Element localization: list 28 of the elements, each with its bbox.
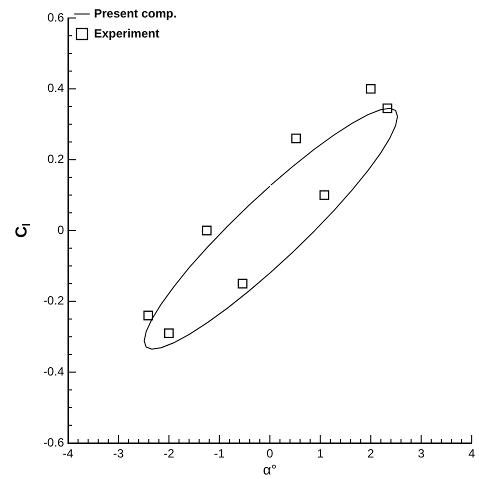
point <box>382 103 392 114</box>
y-axis-title: Cl <box>13 223 34 238</box>
point <box>366 84 376 94</box>
x-tick-label: 2 <box>367 446 374 461</box>
x-axis-title: α° <box>262 461 277 478</box>
x-tick-label: -2 <box>164 446 175 461</box>
y-tick-label: 0.6 <box>47 10 64 24</box>
point <box>164 328 174 338</box>
point <box>291 134 301 144</box>
y-tick-label: -0.2 <box>43 294 64 308</box>
y-tick-label: -0.4 <box>43 364 64 378</box>
legend-label: Experiment <box>94 26 160 40</box>
point <box>143 310 154 320</box>
point <box>238 278 248 288</box>
point <box>202 226 212 236</box>
x-tick-label: -3 <box>113 446 124 461</box>
legend-label: Present comp. <box>94 6 177 20</box>
point <box>319 190 330 200</box>
y-tick-label: 0.4 <box>47 81 64 96</box>
y-tick-label: 0.2 <box>47 152 64 166</box>
x-tick-label: -1 <box>214 446 226 461</box>
y-tick-label: 0 <box>57 222 64 237</box>
x-tick-label: -4 <box>62 446 74 461</box>
y-tick-label: -0.6 <box>43 435 64 450</box>
x-tick-label: 0 <box>266 446 274 461</box>
x-tick-label: 3 <box>418 446 425 461</box>
x-tick-label: 1 <box>316 446 324 461</box>
x-tick-label: 4 <box>468 446 476 461</box>
